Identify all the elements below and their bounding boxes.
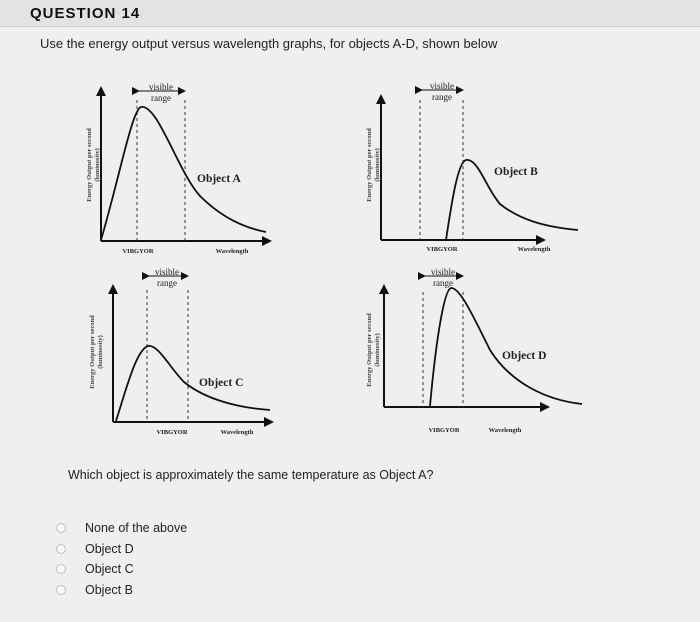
x-axis-arrow xyxy=(262,236,272,246)
y-axis-sublabel: (luminosity) xyxy=(97,335,104,369)
y-axis-sublabel: (luminosity) xyxy=(374,148,381,182)
question-prompt: Use the energy output versus wavelength … xyxy=(40,36,498,51)
y-axis-sublabel: (luminosity) xyxy=(94,148,101,182)
option-label: None of the above xyxy=(85,521,188,536)
option-object-d[interactable]: Object D xyxy=(56,539,187,560)
x-axis-label: Wavelength xyxy=(221,429,254,436)
question-text: Which object is approximately the same t… xyxy=(68,468,434,482)
graph-object-b: visible range Object B VIBGYOR Wavelengt… xyxy=(366,81,579,253)
y-axis-label: Energy Output per second xyxy=(366,128,373,202)
y-axis-label: Energy Output per second xyxy=(366,313,373,387)
x-axis-label: Wavelength xyxy=(489,427,522,434)
visible-label: visible xyxy=(430,81,454,91)
graph-object-a: visible range Object A VIBGYOR Wavelengt… xyxy=(86,82,272,255)
y-axis-label: Energy Output per second xyxy=(86,128,93,202)
graph-object-d: visible range Object D VIBGYOR Wavelengt… xyxy=(366,267,583,434)
option-label: Object C xyxy=(85,562,134,577)
x-axis-arrow xyxy=(264,417,274,427)
spectrum-label: VIBGYOR xyxy=(428,427,459,434)
visible-label: visible xyxy=(149,82,173,92)
x-axis-arrow xyxy=(540,402,550,412)
option-none-of-the-above[interactable]: None of the above xyxy=(56,518,187,539)
x-axis-arrow xyxy=(536,235,546,245)
spectrum-curve xyxy=(100,106,267,241)
radio-button[interactable] xyxy=(56,543,66,554)
range-label: range xyxy=(151,93,171,103)
option-object-c[interactable]: Object C xyxy=(56,559,187,580)
y-axis-sublabel: (luminosity) xyxy=(374,333,381,367)
y-axis-label: Energy Output per second xyxy=(89,315,96,389)
spectrum-label: VIBGYOR xyxy=(426,246,457,253)
question-title: QUESTION 14 xyxy=(30,5,141,22)
answer-options: None of the above Object D Object C Obje… xyxy=(56,518,187,600)
option-label: Object D xyxy=(85,541,134,556)
y-axis-arrow xyxy=(376,94,386,104)
visible-label: visible xyxy=(431,267,455,277)
spectrum-label: VIBGYOR xyxy=(156,429,187,436)
x-axis-label: Wavelength xyxy=(518,246,551,253)
y-axis-arrow xyxy=(108,284,118,294)
radio-button[interactable] xyxy=(56,523,66,534)
spectrum-curve xyxy=(429,287,583,407)
object-label: Object C xyxy=(199,377,243,389)
object-label: Object B xyxy=(494,166,538,178)
spectrum-curve xyxy=(115,345,271,422)
question-header: QUESTION 14 xyxy=(0,0,700,27)
graph-object-c: visible range Object C VIBGYOR Wavelengt… xyxy=(89,267,274,436)
range-label: range xyxy=(432,92,452,102)
y-axis-arrow xyxy=(379,284,389,294)
x-axis-label: Wavelength xyxy=(216,248,249,255)
spectrum-label: VIBGYOR xyxy=(122,248,153,255)
radio-button[interactable] xyxy=(56,584,66,595)
range-label: range xyxy=(433,278,453,288)
y-axis-arrow xyxy=(96,86,106,96)
visible-label: visible xyxy=(155,267,179,277)
option-label: Object B xyxy=(85,582,133,597)
range-label: range xyxy=(157,278,177,288)
spectrum-curve xyxy=(445,159,579,241)
object-label: Object D xyxy=(502,350,546,362)
option-object-b[interactable]: Object B xyxy=(56,580,187,601)
radio-button[interactable] xyxy=(56,564,66,575)
object-label: Object A xyxy=(197,173,241,185)
